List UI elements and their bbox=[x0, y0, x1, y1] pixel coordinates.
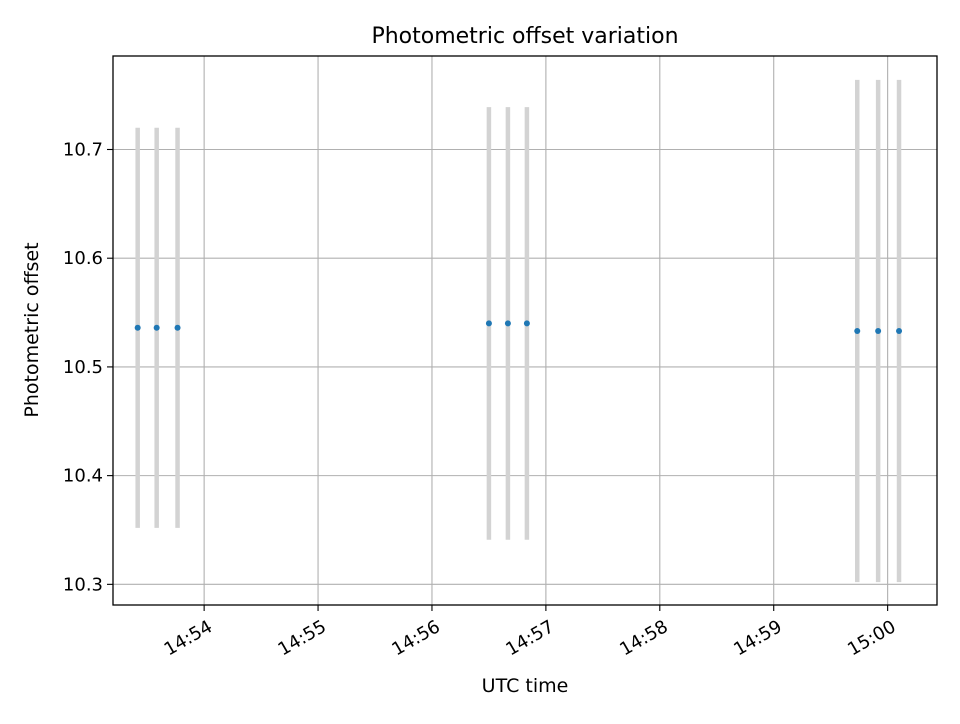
x-tick-label: 14:57 bbox=[502, 616, 557, 660]
data-point bbox=[485, 320, 492, 327]
plot-frame bbox=[112, 55, 938, 606]
data-point bbox=[134, 324, 141, 331]
x-tick-layer: 14:54 14:55 14:56 14:57 14:58 14:59 15:00 bbox=[161, 605, 900, 660]
point-layer bbox=[134, 320, 903, 335]
x-tick-label: 14:58 bbox=[616, 616, 671, 660]
x-tick-label: 15:00 bbox=[844, 616, 899, 660]
y-tick-label: 10.7 bbox=[63, 139, 103, 160]
y-tick-label: 10.5 bbox=[63, 357, 103, 378]
data-point bbox=[174, 324, 181, 331]
chart-title: Photometric offset variation bbox=[371, 24, 678, 49]
y-tick-layer: 10.3 10.4 10.5 10.6 10.7 bbox=[63, 139, 113, 595]
data-point bbox=[504, 320, 511, 327]
y-axis-label: Photometric offset bbox=[21, 242, 43, 417]
data-point bbox=[854, 328, 861, 335]
x-axis-label: UTC time bbox=[482, 675, 569, 697]
data-point bbox=[896, 328, 903, 335]
x-tick-label: 14:59 bbox=[730, 616, 785, 660]
errorbar-layer bbox=[135, 79, 902, 583]
data-point bbox=[523, 320, 530, 327]
y-tick-label: 10.6 bbox=[63, 248, 103, 269]
data-point bbox=[875, 328, 882, 335]
y-tick-label: 10.3 bbox=[63, 574, 103, 595]
x-tick-label: 14:55 bbox=[275, 616, 330, 660]
x-tick-label: 14:56 bbox=[388, 616, 443, 660]
y-tick-label: 10.4 bbox=[63, 466, 103, 487]
data-point bbox=[153, 324, 160, 331]
x-tick-label: 14:54 bbox=[161, 616, 216, 660]
